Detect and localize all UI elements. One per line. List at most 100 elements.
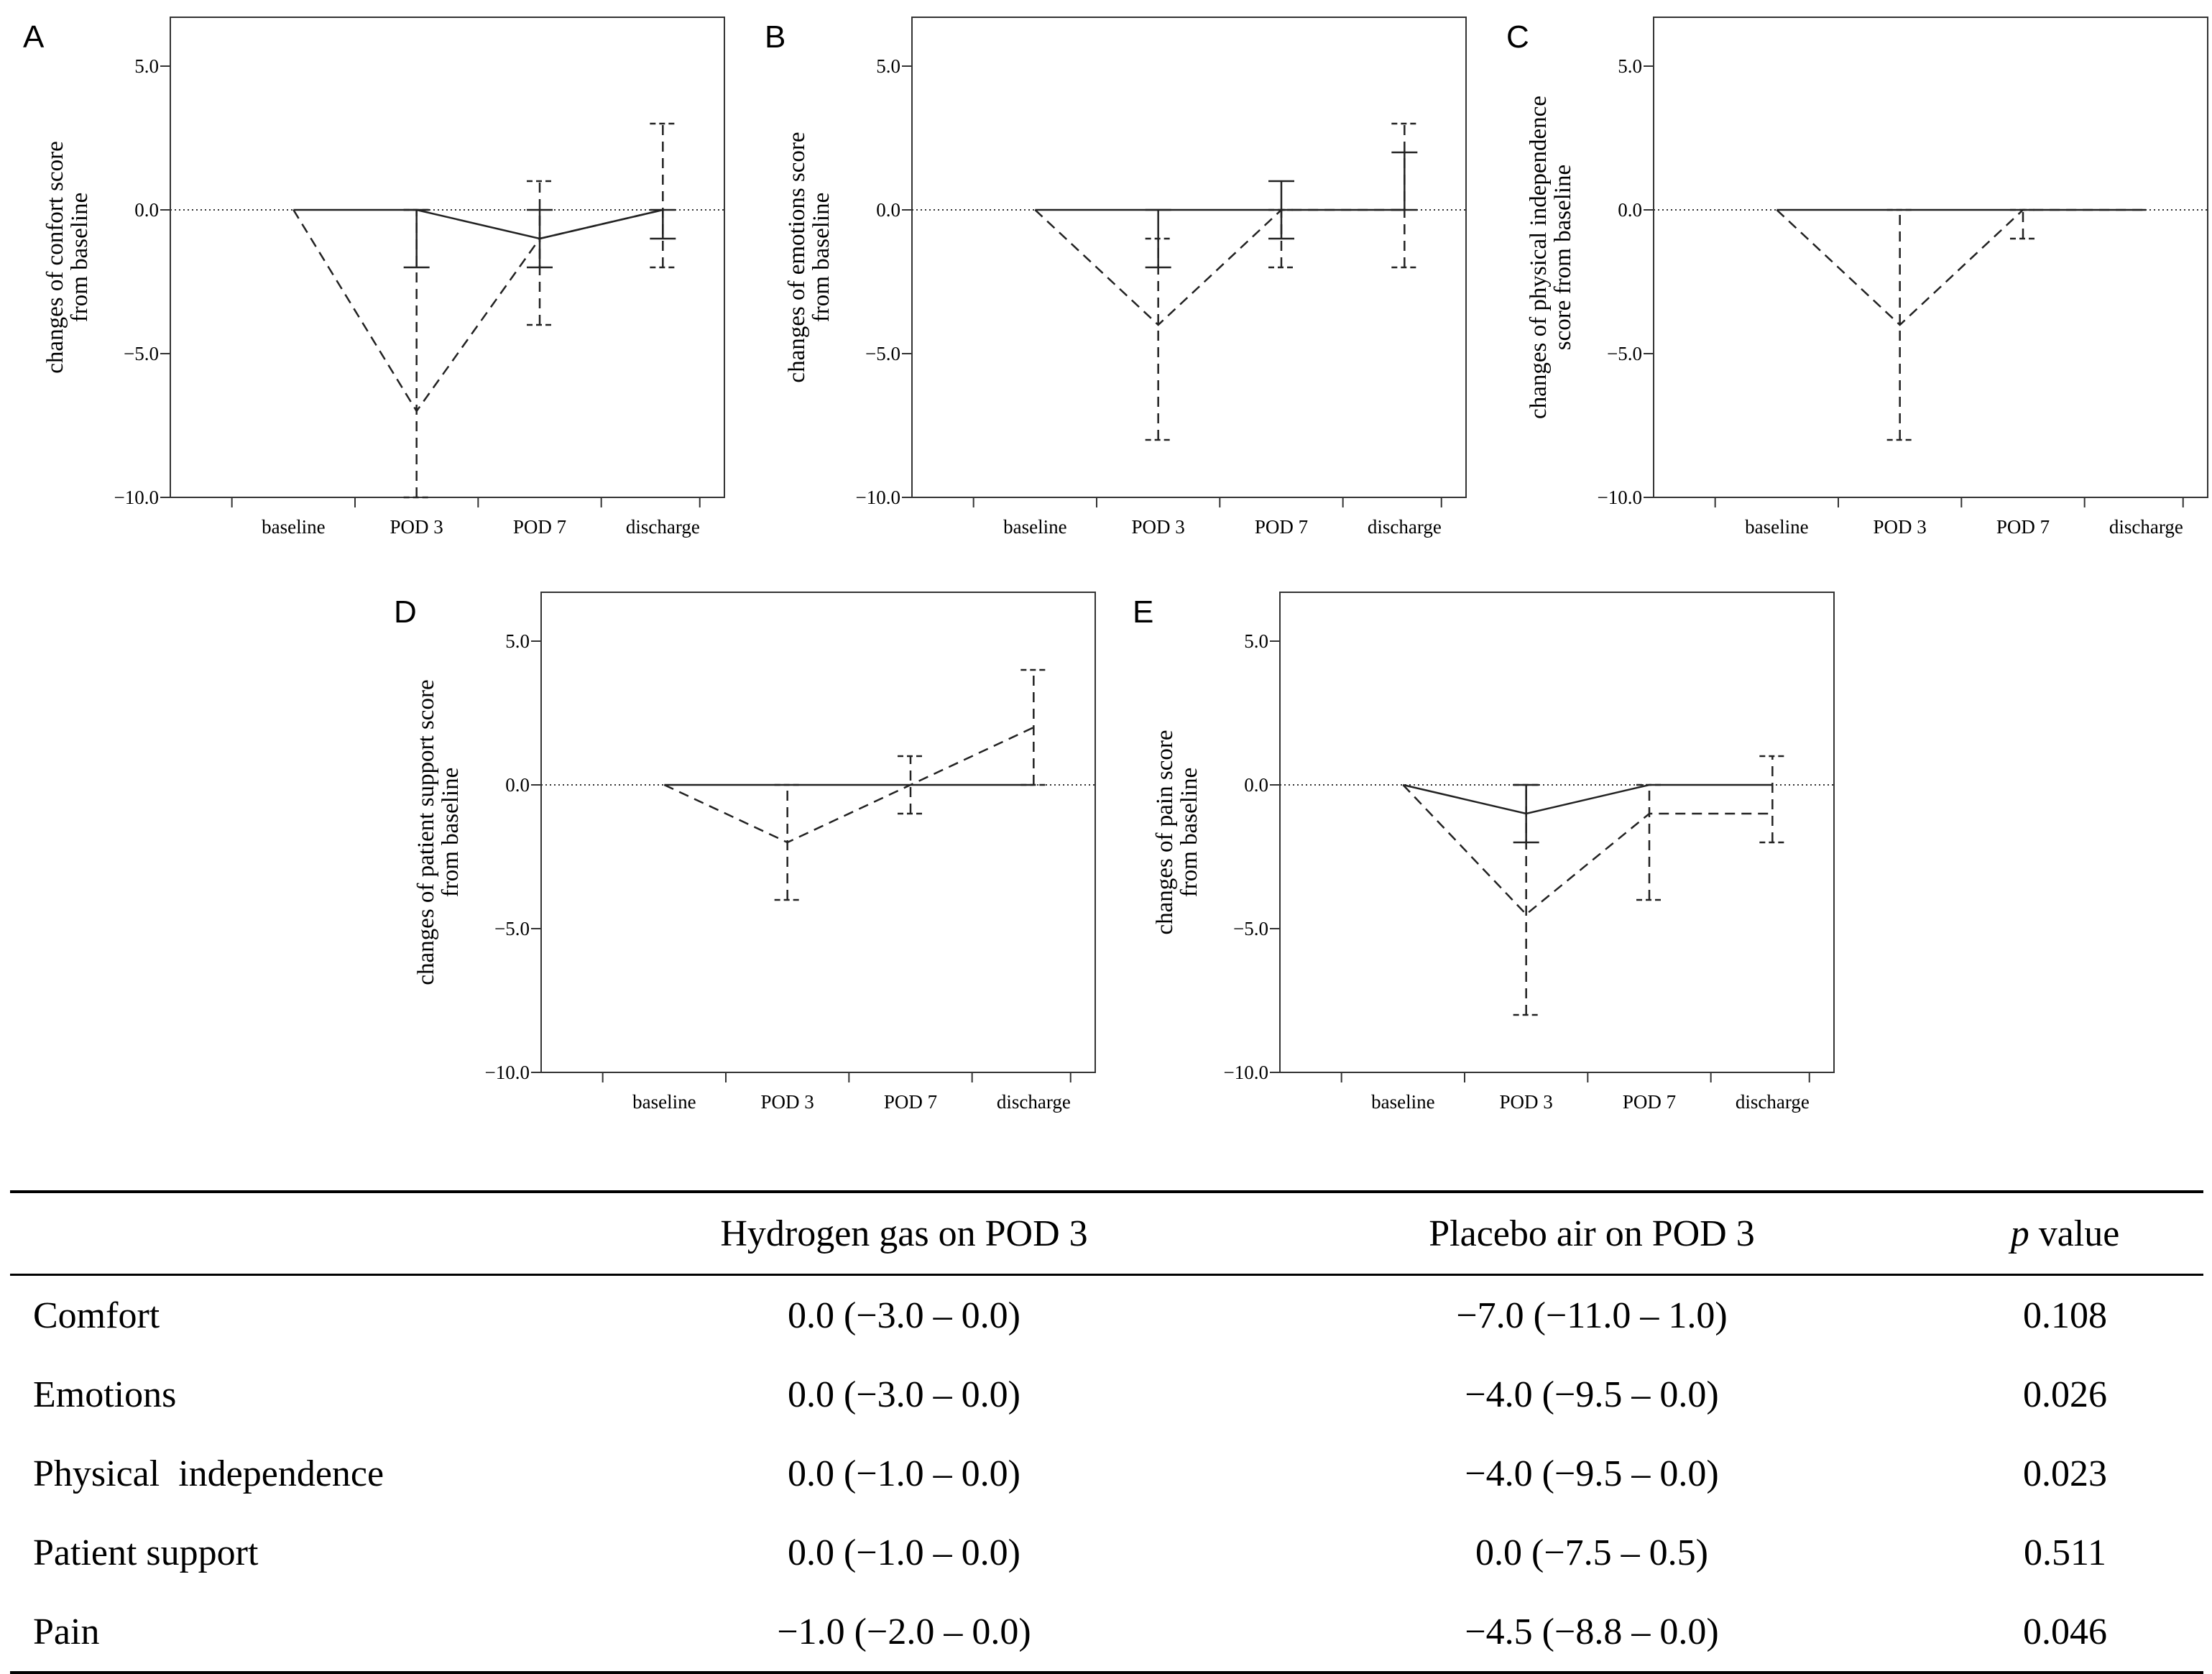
dashed-series-line xyxy=(1402,784,1773,916)
p-value: 0.108 xyxy=(2023,1294,2107,1336)
plot-frame xyxy=(540,592,1096,1073)
y-tick-label: −10.0 xyxy=(485,1062,530,1083)
row-label: Patient support xyxy=(33,1532,259,1573)
panel-letter: D xyxy=(394,594,417,630)
p-value: 0.511 xyxy=(2023,1532,2107,1573)
chart-panel-c: C 5.0 0.0 −5.0 −10.0 baseline POD 3 POD 7 discha… xyxy=(1506,17,2208,538)
chart-panel-d: D 5.0 0.0 −5.0 −10.0 baseline POD 3 POD 7 discha… xyxy=(394,592,1096,1113)
x-tick-label: POD 3 xyxy=(390,516,443,538)
y-tick-label: −5.0 xyxy=(1233,918,1268,939)
y-tick-label: −5.0 xyxy=(865,343,900,364)
y-axis-title: changes of confort score xyxy=(42,141,68,373)
y-tick-label: 5.0 xyxy=(876,55,900,77)
table-row: Pain −1.0 (−2.0 – 0.0) −4.5 (−8.8 – 0.0)… xyxy=(10,1592,2203,1673)
y-axis-title: from baseline xyxy=(808,193,834,323)
x-tick-label: POD 3 xyxy=(1874,516,1927,538)
y-axis-title: from baseline xyxy=(67,193,93,323)
y-tick-label: 5.0 xyxy=(505,630,530,652)
results-table: Hydrogen gas on POD 3 Placebo air on POD… xyxy=(10,1190,2203,1674)
value-word: value xyxy=(2038,1213,2120,1254)
y-axis-title: changes of patient support score xyxy=(413,679,439,985)
header-empty xyxy=(10,1192,551,1275)
plot-frame xyxy=(1279,592,1835,1073)
y-tick-label: −10.0 xyxy=(856,487,900,508)
y-axis-title: changes of emotions score xyxy=(784,132,810,382)
hydrogen-value: 0.0 (−3.0 – 0.0) xyxy=(788,1374,1020,1415)
y-tick-label: 0.0 xyxy=(1618,199,1642,221)
solid-series-line xyxy=(1403,783,1773,815)
chart-panel-a: A 5.0 0.0 −5.0 −10.0 baseline POD 3 POD 7 discha… xyxy=(23,17,725,538)
solid-series-line xyxy=(293,208,663,240)
x-tick-label: baseline xyxy=(1371,1091,1434,1113)
hydrogen-value: 0.0 (−3.0 – 0.0) xyxy=(788,1294,1020,1336)
dashed-series-line xyxy=(1776,208,2147,326)
y-tick-label: 5.0 xyxy=(1244,630,1268,652)
y-axis-title: changes of pain score xyxy=(1152,730,1178,935)
panel-letter: E xyxy=(1133,594,1153,630)
placebo-value: 0.0 (−7.5 – 0.5) xyxy=(1475,1532,1708,1573)
plot-frame xyxy=(911,17,1467,498)
x-tick-label: POD 7 xyxy=(1996,516,2050,538)
x-tick-label: discharge xyxy=(626,516,700,538)
dashed-series-line xyxy=(663,726,1034,844)
hydrogen-value: 0.0 (−1.0 – 0.0) xyxy=(788,1532,1020,1573)
placebo-value: −4.5 (−8.8 – 0.0) xyxy=(1465,1611,1719,1652)
x-tick-label: baseline xyxy=(1003,516,1066,538)
p-value: 0.046 xyxy=(2023,1611,2107,1652)
y-tick-label: −5.0 xyxy=(124,343,159,364)
x-tick-label: POD 7 xyxy=(513,516,566,538)
y-tick-label: 0.0 xyxy=(134,199,159,221)
x-tick-label: POD 3 xyxy=(1132,516,1185,538)
x-tick-label: POD 3 xyxy=(761,1091,814,1113)
x-tick-label: baseline xyxy=(632,1091,696,1113)
row-label: Pain xyxy=(33,1611,100,1652)
y-tick-label: −5.0 xyxy=(494,918,530,939)
y-tick-label: 5.0 xyxy=(134,55,159,77)
header-hydrogen: Hydrogen gas on POD 3 xyxy=(720,1213,1088,1254)
table-row: Comfort 0.0 (−3.0 – 0.0) −7.0 (−11.0 – 1… xyxy=(10,1275,2203,1356)
x-tick-label: POD 7 xyxy=(1255,516,1308,538)
chart-panel-e: E 5.0 0.0 −5.0 −10.0 baseline POD 3 POD 7 discha… xyxy=(1133,592,1835,1113)
y-tick-label: −10.0 xyxy=(1224,1062,1268,1083)
results-table-container: Hydrogen gas on POD 3 Placebo air on POD… xyxy=(10,1190,2203,1674)
y-tick-label: 0.0 xyxy=(505,774,530,796)
row-label: Comfort xyxy=(33,1294,160,1336)
y-tick-label: −10.0 xyxy=(1598,487,1642,508)
table-row: Patient support 0.0 (−1.0 – 0.0) 0.0 (−7… xyxy=(10,1513,2203,1592)
x-tick-label: baseline xyxy=(262,516,325,538)
placebo-value: −4.0 (−9.5 – 0.0) xyxy=(1465,1453,1719,1494)
x-tick-label: baseline xyxy=(1745,516,1808,538)
y-tick-label: −5.0 xyxy=(1607,343,1642,364)
x-tick-label: POD 7 xyxy=(1623,1091,1676,1113)
row-label: Emotions xyxy=(33,1374,177,1415)
x-tick-label: discharge xyxy=(2109,516,2183,538)
y-tick-label: 0.0 xyxy=(876,199,900,221)
plot-frame xyxy=(170,17,725,498)
chart-panel-b: B 5.0 0.0 −5.0 −10.0 baseline POD 3 POD 7 discha… xyxy=(765,17,1467,538)
y-axis-title: score from baseline xyxy=(1550,165,1576,350)
header-placebo: Placebo air on POD 3 xyxy=(1429,1213,1755,1254)
panel-letter: A xyxy=(23,19,45,55)
table-row: Emotions 0.0 (−3.0 – 0.0) −4.0 (−9.5 – 0… xyxy=(10,1355,2203,1434)
p-italic: p xyxy=(2010,1213,2029,1254)
y-axis-title: from baseline xyxy=(438,768,464,898)
table-row: Physical independence 0.0 (−1.0 – 0.0) −… xyxy=(10,1434,2203,1513)
y-axis-title: from baseline xyxy=(1176,768,1202,898)
dashed-series-line xyxy=(1034,208,1405,326)
hydrogen-value: −1.0 (−2.0 – 0.0) xyxy=(777,1611,1031,1652)
dashed-series-line xyxy=(292,208,663,413)
chart-panels: A 5.0 0.0 −5.0 −10.0 baseline POD 3 POD 7 discha… xyxy=(23,17,2208,1113)
panel-letter: B xyxy=(765,19,785,55)
x-tick-label: discharge xyxy=(1736,1091,1810,1113)
y-tick-label: −10.0 xyxy=(114,487,159,508)
y-tick-label: 0.0 xyxy=(1244,774,1268,796)
row-label: Physical independence xyxy=(33,1453,384,1494)
x-tick-label: POD 7 xyxy=(884,1091,937,1113)
y-axis-title: changes of physical independence xyxy=(1526,96,1552,419)
p-value: 0.023 xyxy=(2023,1453,2107,1494)
y-tick-label: 5.0 xyxy=(1618,55,1642,77)
plot-frame xyxy=(1653,17,2208,498)
placebo-value: −7.0 (−11.0 – 1.0) xyxy=(1456,1294,1728,1336)
table-header-row: Hydrogen gas on POD 3 Placebo air on POD… xyxy=(10,1192,2203,1275)
p-value: 0.026 xyxy=(2023,1374,2107,1415)
